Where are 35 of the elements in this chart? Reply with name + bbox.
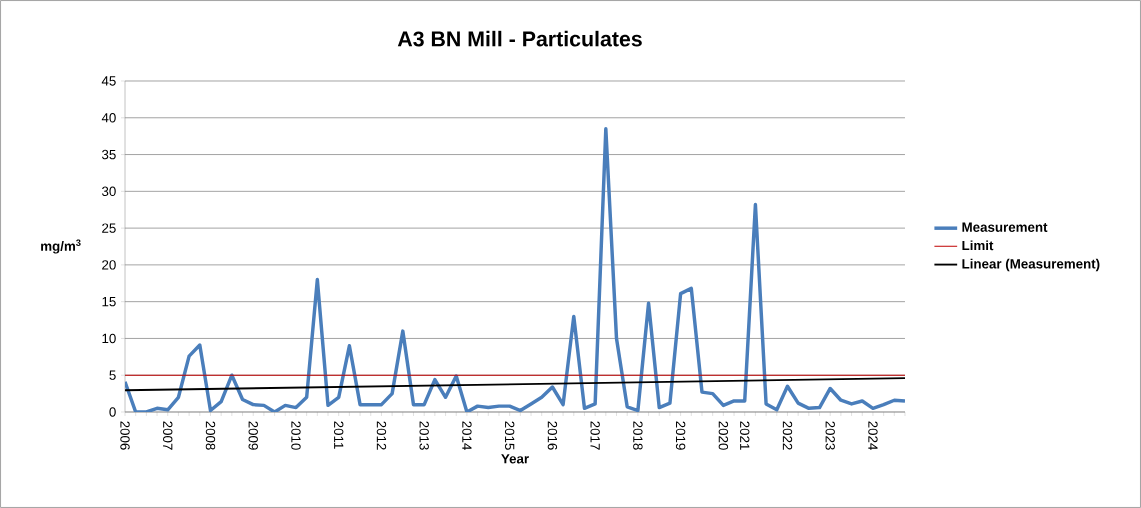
- y-tick-label: 10: [102, 333, 116, 344]
- x-tick-label: 2016: [547, 421, 558, 450]
- x-tick-label: 2014: [462, 421, 472, 450]
- x-tick-label: 2024: [868, 421, 878, 450]
- y-tick-label: 30: [101, 186, 116, 197]
- legend-label: Linear (Measurement): [962, 258, 1100, 272]
- y-tick-label: 25: [102, 223, 116, 233]
- x-tick-label: 2007: [163, 421, 173, 450]
- y-tick-label: 20: [102, 260, 116, 270]
- x-tick-label: 2010: [291, 421, 301, 450]
- chart-title: A3 BN Mill - Particulates: [397, 30, 642, 47]
- x-axis-title: Year: [501, 454, 529, 464]
- x-tick-label: 2022: [782, 421, 793, 450]
- legend-label: Measurement: [962, 222, 1048, 232]
- x-tick-label: 2008: [205, 421, 216, 450]
- x-tick-label: 2021: [740, 421, 750, 450]
- y-tick-label: 35: [101, 149, 116, 160]
- y-tick-label: 0: [109, 407, 116, 417]
- legend-label: Limit: [962, 240, 994, 251]
- x-tick-label: 2017: [590, 421, 600, 450]
- y-axis-title: mg/m$^{3}$: [41, 239, 81, 254]
- x-tick-label: 2006: [120, 421, 130, 450]
- x-tick-label: 2019: [675, 421, 686, 450]
- x-tick-label: 2018: [633, 421, 643, 450]
- x-tick-label: 2009: [248, 421, 258, 450]
- x-tick-label: 2011: [333, 421, 344, 449]
- x-tick-label: 2015: [504, 421, 515, 450]
- y-tick-label: 40: [101, 113, 116, 123]
- x-tick-label: 2020: [718, 421, 729, 450]
- x-tick-label: 2012: [376, 421, 387, 450]
- y-tick-label: 5: [109, 370, 116, 380]
- x-tick-label: 2023: [825, 421, 835, 450]
- y-tick-label: 15: [102, 297, 116, 307]
- y-tick-label: 45: [101, 76, 116, 86]
- x-tick-label: 2013: [419, 421, 429, 450]
